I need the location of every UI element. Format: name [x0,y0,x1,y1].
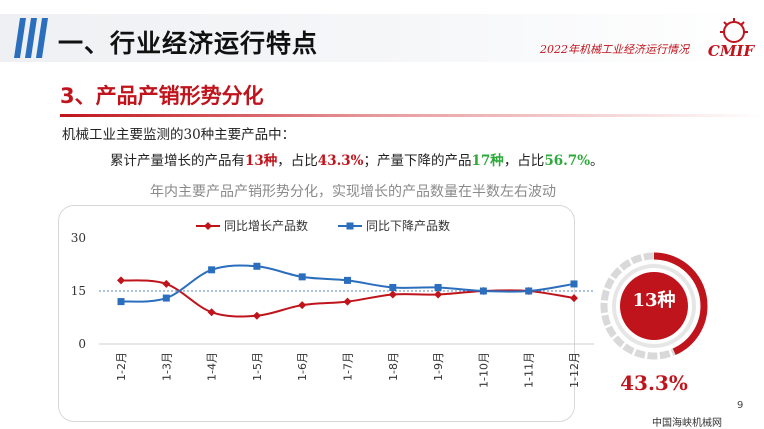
data-point-decline [389,283,397,291]
data-point-decline [479,287,487,295]
stats-text-1: 累计产量增长的产品有 [110,153,245,169]
data-point-decline [344,276,351,284]
data-point-growth [298,301,307,310]
cmif-logo: CMIF [708,18,756,60]
x-tick-label: 1-10月 [477,352,490,388]
data-point-decline [117,298,125,306]
data-point-growth [162,279,171,288]
header-band [0,14,764,62]
data-point-growth [343,297,352,306]
ring-center [620,272,688,340]
chart-caption: 年内主要产品产销形势分化，实现增长的产品数量在半数左右波动 [150,184,556,200]
decline-percent: 56.7% [544,153,591,169]
ring-label: 13种 [632,290,676,311]
data-point-growth [117,276,125,285]
page-number: 9 [737,400,744,411]
stats-text-3: ；产量下降的产品 [363,153,472,169]
growth-percent: 43.3% [317,153,364,169]
sub-title: 3、产品产销形势分化 [60,84,264,108]
ring-progress-arc [600,252,708,360]
x-tick-label: 1-5月 [251,352,264,381]
stats-text-4: ，占比 [503,153,545,169]
x-tick-label: 1-4月 [206,352,219,381]
data-point-growth [434,290,443,299]
x-tick-label: 1-8月 [387,352,400,381]
data-point-growth [252,311,261,320]
header-stripes [14,18,48,58]
x-tick-label: 1-6月 [296,352,309,381]
legend-label-1: 同比增长产品数 [224,218,308,233]
section-title: 一、行业经济运行特点 [58,29,319,58]
x-tick-label: 1-9月 [432,352,445,381]
data-point-decline [162,294,170,302]
y-tick-label: 30 [71,231,86,245]
footer-source: 中国海峡机械网 [652,418,722,429]
growth-count: 13种 [245,153,278,169]
x-tick-label: 1-7月 [342,352,355,381]
legend-label-2: 同比下降产品数 [366,218,450,233]
y-tick-label: 0 [78,337,86,351]
title-rule [60,114,764,117]
intro-text: 机械工业主要监测的30种主要产品中： [62,127,296,143]
x-tick-label: 1-12月 [568,352,581,388]
legend-marker-decline [346,222,354,230]
data-point-decline [208,266,216,274]
report-label: 2022年机械工业经济运行情况 [540,43,689,56]
y-tick-label: 15 [71,284,86,298]
share-ring [600,252,708,360]
data-point-growth [388,290,397,299]
stats-line: 累计产量增长的产品有13种，占比43.3%；产量下降的产品17种，占比56.7%… [110,149,604,169]
data-point-growth [570,294,578,303]
chart-frame [58,205,575,422]
stats-text-5: 。 [590,153,604,169]
data-point-decline [525,287,533,295]
data-point-decline [570,280,578,288]
logo-text: CMIF [708,42,756,60]
x-tick-label: 1-3月 [160,352,173,381]
legend-marker-growth [204,222,212,230]
ring-inner-track [612,264,696,348]
data-point-decline [253,262,261,270]
stats-text-2: ，占比 [277,153,318,169]
ring-percent: 43.3% [620,371,688,395]
data-point-decline [434,283,442,291]
data-point-growth [207,308,216,317]
data-point-decline [298,273,306,281]
decline-count: 17种 [471,153,504,169]
x-tick-label: 1-2月 [115,352,128,381]
x-tick-label: 1-11月 [523,352,536,388]
